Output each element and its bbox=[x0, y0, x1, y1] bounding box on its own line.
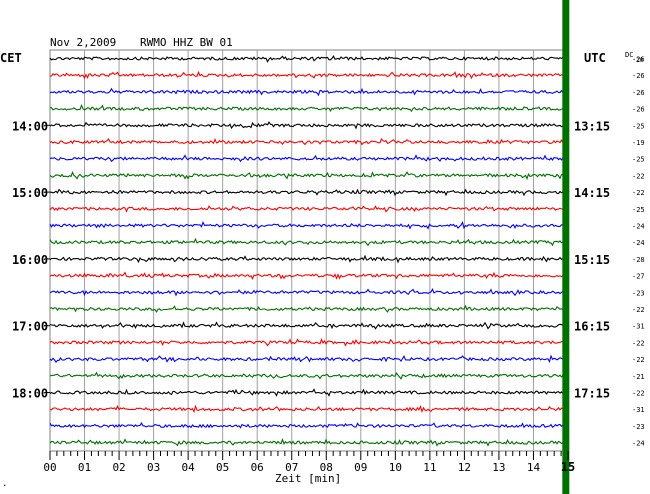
dc-offset-value: -22 bbox=[632, 390, 645, 398]
dc-offset-value: -31 bbox=[632, 323, 645, 331]
x-tick-label: 07 bbox=[285, 461, 298, 474]
left-timezone: CET bbox=[0, 51, 22, 65]
dc-offset-value: -26 bbox=[632, 56, 645, 64]
right-time-label: 17:15 bbox=[574, 387, 610, 401]
dc-offset-value: -31 bbox=[632, 406, 645, 414]
dc-offset-value: -23 bbox=[632, 423, 645, 431]
x-tick-label: 13 bbox=[492, 461, 505, 474]
dc-offset-value: -22 bbox=[632, 172, 645, 180]
dc-label: DC bbox=[625, 51, 633, 59]
x-axis-label: Zeit [min] bbox=[275, 472, 341, 485]
current-time-marker bbox=[562, 0, 570, 494]
dc-offset-value: -24 bbox=[632, 223, 645, 231]
dc-offset-value: -19 bbox=[632, 139, 645, 147]
seismic-trace bbox=[49, 354, 570, 364]
seismic-trace bbox=[49, 321, 570, 330]
x-tick-label: 06 bbox=[251, 461, 264, 474]
seismic-trace bbox=[49, 254, 570, 264]
grid bbox=[49, 49, 569, 452]
dc-sub: 20 bbox=[636, 57, 644, 64]
time-marker-bar bbox=[562, 0, 570, 494]
plot-frame bbox=[49, 49, 569, 452]
seismic-trace bbox=[49, 70, 570, 80]
dc-offset-value: -24 bbox=[632, 239, 645, 247]
seismic-trace bbox=[49, 338, 570, 347]
seismic-trace bbox=[49, 205, 570, 213]
dc-offset-value: -25 bbox=[632, 156, 645, 164]
x-tick-label: 05 bbox=[216, 461, 229, 474]
seismic-trace bbox=[49, 154, 570, 163]
x-axis: 00 01 02 03 04 05 06 07 08 09 10 11 12 13 14 15 bbox=[43, 451, 575, 474]
dc-offset-value: -25 bbox=[632, 206, 645, 214]
dc-offset-value: -27 bbox=[632, 273, 645, 281]
seismic-trace bbox=[49, 422, 570, 429]
dc-offset-value: -26 bbox=[632, 72, 645, 80]
x-tick-label: 01 bbox=[78, 461, 91, 474]
x-tick-label: 14 bbox=[527, 461, 541, 474]
station-code: RWMO HHZ BW 01 bbox=[140, 36, 233, 49]
left-time-label: 16:00 bbox=[12, 253, 48, 267]
seismic-trace bbox=[49, 87, 570, 97]
seismic-trace bbox=[49, 121, 570, 130]
left-time-label: 17:00 bbox=[12, 320, 48, 334]
x-tick-label: 15 bbox=[561, 460, 575, 474]
x-tick-label: 08 bbox=[320, 461, 333, 474]
seismic-trace bbox=[49, 220, 570, 230]
x-tick-label: 03 bbox=[147, 461, 160, 474]
dc-offset-value: -21 bbox=[632, 373, 645, 381]
seismic-trace bbox=[49, 404, 570, 414]
seismic-trace bbox=[50, 188, 570, 197]
seismic-trace bbox=[50, 103, 570, 113]
dc-offset-value: -26 bbox=[632, 89, 645, 97]
chart-date: Nov 2,2009 bbox=[50, 36, 116, 49]
x-tick-label: 04 bbox=[182, 461, 196, 474]
dc-offset-value: -25 bbox=[632, 122, 645, 130]
dc-offset-value: -23 bbox=[632, 289, 645, 297]
seismic-trace bbox=[49, 371, 570, 380]
x-tick-label: 11 bbox=[423, 461, 436, 474]
seismic-trace bbox=[49, 438, 570, 447]
x-tick-label: 10 bbox=[389, 461, 402, 474]
traces bbox=[49, 55, 570, 447]
dc-offset-value: -28 bbox=[632, 256, 645, 264]
dc-offset-column: -26 -26 -26 -26 -25 -19 -25 -22 -22 -25 -24 -24 -28 -… bbox=[632, 56, 645, 448]
seismic-trace bbox=[49, 170, 570, 181]
right-time-label: 16:15 bbox=[574, 320, 610, 334]
left-time-label: 15:00 bbox=[12, 186, 48, 200]
seismic-trace bbox=[49, 137, 570, 146]
left-time-labels: 14:00 15:00 16:00 17:00 18:00 bbox=[12, 119, 50, 401]
seismic-trace bbox=[49, 388, 570, 397]
x-tick-label: 00 bbox=[43, 461, 56, 474]
dc-offset-value: -22 bbox=[632, 339, 645, 347]
dc-offset-value: -22 bbox=[632, 306, 645, 314]
left-time-label: 18:00 bbox=[12, 387, 48, 401]
x-tick-label: 02 bbox=[112, 461, 125, 474]
right-time-label: 14:15 bbox=[574, 186, 610, 200]
seismic-trace bbox=[49, 304, 569, 313]
dc-offset-value: -22 bbox=[632, 189, 645, 197]
right-time-labels: 13:15 14:15 15:15 16:15 17:15 bbox=[574, 119, 610, 400]
seismic-trace bbox=[49, 237, 570, 247]
right-time-label: 13:15 bbox=[574, 119, 610, 133]
x-tick-label: 12 bbox=[458, 461, 471, 474]
corner-mark: . bbox=[2, 479, 7, 489]
left-time-label: 14:00 bbox=[12, 119, 48, 133]
seismic-trace bbox=[49, 55, 570, 63]
right-time-label: 15:15 bbox=[574, 253, 610, 267]
dc-offset-value: -26 bbox=[632, 106, 645, 114]
seismic-trace bbox=[49, 271, 570, 280]
seismic-trace bbox=[49, 288, 570, 297]
right-timezone: UTC bbox=[584, 51, 606, 65]
dc-offset-value: -22 bbox=[632, 356, 645, 364]
dc-offset-value: -24 bbox=[632, 440, 645, 448]
x-tick-label: 09 bbox=[354, 461, 367, 474]
